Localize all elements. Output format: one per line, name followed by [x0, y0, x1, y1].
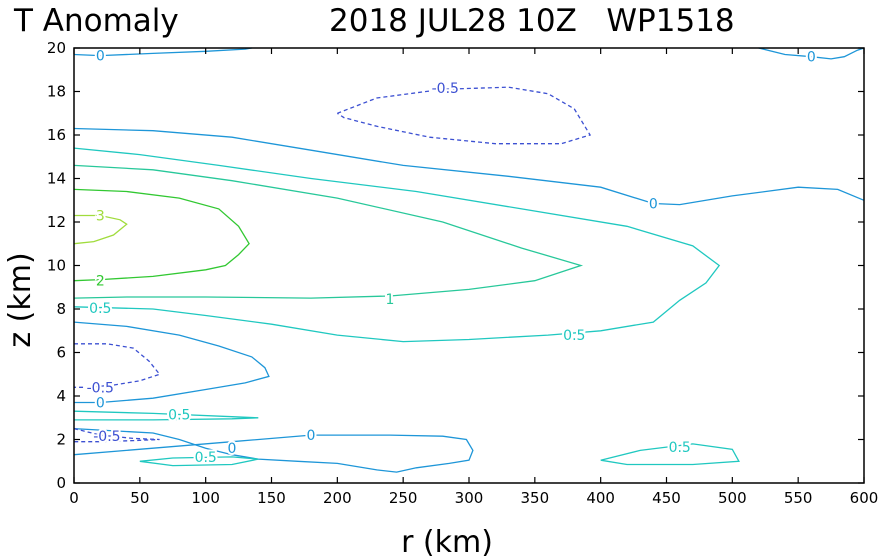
y-tick-label: 10 [47, 257, 66, 275]
contour-line [74, 343, 161, 388]
x-tick-label: 50 [130, 489, 149, 507]
contour-line [73, 214, 128, 245]
x-tick-label: 250 [389, 489, 418, 507]
contour-label: 0.5 [195, 450, 217, 466]
contour-line [600, 443, 740, 466]
y-tick-label: 8 [56, 300, 66, 318]
contour-line [73, 427, 160, 443]
y-tick-label: 20 [47, 39, 66, 57]
contour-label: 0 [228, 441, 237, 457]
y-tick-label: 16 [47, 126, 66, 144]
contour-label: 0.5 [168, 408, 190, 424]
contour-line [73, 427, 233, 456]
y-tick-label: 12 [47, 213, 66, 231]
contour-label: -0.5 [432, 81, 459, 97]
contour-label: 0 [96, 396, 105, 412]
contour-line [73, 410, 259, 421]
contour-line [73, 434, 474, 473]
x-tick-label: 150 [257, 489, 286, 507]
contour-line [336, 86, 592, 145]
y-axis-label: z (km) [3, 252, 38, 347]
x-tick-label: 300 [455, 489, 484, 507]
contour-label: 3 [96, 209, 105, 225]
y-tick-label: 4 [56, 387, 66, 405]
chart-title-right: 2018 JUL28 10Z WP1518 [329, 3, 735, 39]
contour-label: 0.5 [563, 328, 585, 344]
y-tick-label: 2 [56, 431, 66, 449]
x-tick-label: 500 [718, 489, 747, 507]
plot-frame [73, 47, 865, 484]
x-tick-label: 400 [586, 489, 615, 507]
y-tick-label: 14 [47, 170, 66, 188]
x-tick-label: 200 [323, 489, 352, 507]
contour-label: 1 [386, 292, 395, 308]
x-tick-label: 100 [191, 489, 220, 507]
contour-label: 0 [649, 197, 658, 213]
y-tick-label: 18 [47, 83, 66, 101]
contour-label: 2 [96, 274, 105, 290]
contour-line [139, 456, 259, 467]
x-tick-label: 350 [521, 489, 550, 507]
contour-label: 0.5 [669, 440, 691, 456]
contour-label: -0.5 [93, 429, 120, 445]
y-tick-label: 6 [56, 344, 66, 362]
chart-title-left: T Anomaly [13, 3, 179, 39]
contour-line [73, 127, 865, 206]
contour-label: -0.5 [87, 380, 114, 396]
y-tick-label: 0 [56, 474, 66, 492]
x-tick-label: 0 [69, 489, 79, 507]
x-axis: 0 50 100 150 200 250 300 350 400 450 500 550 600 [69, 48, 878, 507]
contour-line [73, 147, 721, 343]
contour-line [73, 188, 250, 282]
contour-line [73, 321, 270, 404]
contour-line [73, 164, 584, 299]
contour-label: 0.5 [89, 301, 111, 317]
x-axis-label: r (km) [401, 525, 493, 559]
contour-label: 0 [96, 49, 105, 65]
x-tick-label: 600 [850, 489, 879, 507]
contour-label: 0 [307, 428, 316, 444]
x-tick-label: 550 [784, 489, 813, 507]
contour-line [758, 47, 865, 60]
contour-label: 0 [807, 50, 816, 66]
x-tick-label: 450 [652, 489, 681, 507]
contour-line [73, 47, 252, 57]
